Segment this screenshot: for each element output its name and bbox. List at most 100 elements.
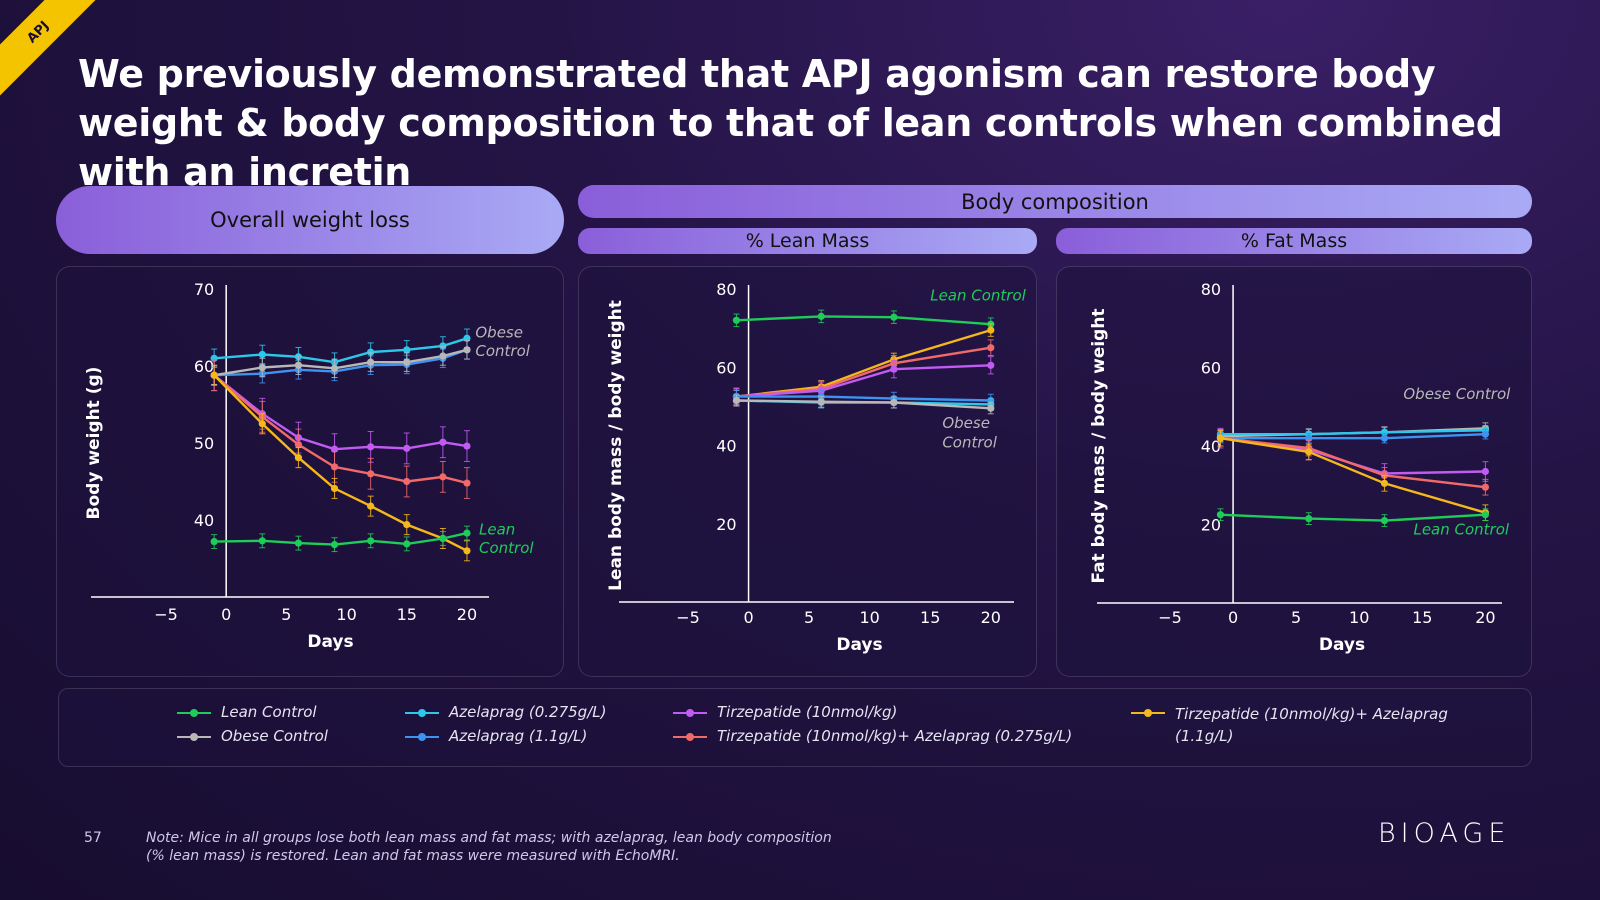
data-point	[403, 358, 411, 366]
slide-title: We previously demonstrated that APJ agon…	[78, 52, 1503, 194]
data-point	[987, 361, 995, 369]
y-tick-label: 50	[194, 434, 214, 453]
data-point	[367, 502, 375, 510]
y-tick-label: 60	[194, 357, 214, 376]
x-axis-title: Days	[1319, 635, 1365, 655]
series-line	[214, 531, 468, 546]
x-tick-label: 5	[804, 608, 814, 627]
data-point	[294, 539, 303, 547]
series-lean-control	[210, 525, 471, 553]
data-point	[1305, 515, 1313, 523]
legend-label: Tirzepatide (10nmol/kg)+ Azelaprag (0.27…	[717, 727, 1073, 745]
data-point	[403, 346, 411, 354]
x-tick-label: 15	[397, 605, 417, 624]
data-point	[987, 344, 995, 352]
y-tick-label: 40	[1201, 437, 1221, 456]
data-point	[1216, 434, 1225, 442]
data-point	[330, 484, 339, 493]
series-line	[213, 374, 468, 451]
x-tick-label: 20	[1475, 608, 1495, 627]
y-axis-title: Body weight (g)	[84, 367, 104, 520]
data-point	[294, 440, 303, 449]
header-overall-label: Overall weight loss	[210, 208, 410, 232]
legend-label: Lean Control	[221, 703, 317, 721]
annotation-label: Control	[475, 342, 530, 360]
series-tirz-azela-high	[210, 364, 471, 562]
legend-item-lean-control: Lean Control	[177, 703, 317, 721]
data-point	[1380, 434, 1389, 442]
header-fat-label: % Fat Mass	[1240, 230, 1348, 252]
series-azela-low	[1216, 425, 1489, 440]
series-line	[1220, 433, 1486, 440]
data-point	[1305, 448, 1313, 456]
data-point	[294, 361, 303, 369]
data-point	[330, 445, 339, 453]
x-tick-label: 10	[1349, 608, 1369, 627]
y-axis-title: Lean body mass / body weight	[606, 300, 626, 591]
x-tick-label: −5	[676, 608, 700, 627]
series-line	[736, 346, 991, 398]
data-point	[817, 312, 825, 320]
legend-item-tirzepatide-azelaprag-low: Tirzepatide (10nmol/kg)+ Azelaprag (0.27…	[673, 727, 1072, 745]
header-lean-label: % Lean Mass	[745, 230, 870, 252]
header-lean-mass: % Lean Mass	[578, 228, 1037, 254]
data-point	[330, 541, 339, 549]
y-tick-label: 80	[1201, 280, 1221, 299]
legend-label: Tirzepatide (10nmol/kg)+ Azelaprag (1.1g…	[1175, 705, 1448, 745]
footnote: Note: Mice in all groups lose both lean …	[146, 830, 832, 864]
annotation-label: Lean Control	[930, 287, 1026, 305]
series-azela-low	[210, 328, 471, 372]
legend-swatch	[1131, 706, 1165, 720]
header-body-comp-label: Body composition	[961, 189, 1149, 214]
chart-body-weight: −5 0 5 10 15 20 40 50 60 70 Days Body weight (g) Obe…	[84, 280, 534, 652]
legend-item-azelaprag-high: Azelaprag (1.1g/L)	[405, 727, 587, 745]
data-point	[367, 358, 375, 366]
data-point	[1481, 511, 1489, 519]
data-point	[463, 442, 471, 450]
series-obese-control	[732, 394, 995, 415]
series-obese-control	[210, 340, 471, 385]
annotation-label: Obese	[475, 324, 523, 342]
series-line	[214, 348, 468, 377]
data-point	[210, 371, 218, 379]
data-point	[1380, 479, 1389, 487]
panel-lean: −5 0 5 10 15 20 20 40 60 80 Days Lean body mass / b…	[578, 266, 1037, 677]
data-point	[987, 326, 995, 334]
y-tick-label: 60	[1201, 359, 1221, 378]
data-point	[258, 420, 266, 428]
data-point	[258, 363, 266, 372]
series-line	[736, 399, 991, 410]
x-tick-label: −5	[154, 605, 178, 624]
panel-fat: −5 0 5 10 15 20 20 40 60 80 Days Fat body mass / bo…	[1056, 266, 1532, 677]
series-line	[1220, 437, 1486, 489]
data-point	[732, 316, 741, 324]
x-tick-label: 5	[281, 605, 291, 624]
series-line	[1220, 513, 1486, 522]
x-tick-label: 0	[1228, 608, 1238, 627]
y-tick-label: 60	[716, 358, 736, 377]
legend-item-azelaprag-low: Azelaprag (0.275g/L)	[405, 703, 606, 721]
annotation-label: Obese	[942, 414, 990, 432]
series-line	[214, 348, 468, 377]
data-point	[463, 529, 471, 537]
data-point	[439, 473, 447, 481]
legend: Lean Control Obese Control Azelaprag (0.…	[58, 688, 1532, 767]
data-point	[890, 365, 898, 373]
x-tick-label: 15	[920, 608, 940, 627]
data-point	[463, 547, 471, 555]
data-point	[1380, 428, 1389, 436]
data-point	[367, 348, 375, 356]
header-overall-weight-loss: Overall weight loss	[56, 186, 564, 254]
panel-weight: −5 0 5 10 15 20 40 50 60 70 Days Body weight (g) Obe…	[56, 266, 564, 677]
series-line	[736, 328, 992, 398]
y-tick-label: 40	[716, 437, 736, 456]
series-line	[1220, 437, 1486, 514]
series-tirz-azela-low	[210, 359, 471, 499]
x-tick-label: 0	[221, 605, 231, 624]
data-point	[403, 521, 411, 529]
data-point	[1481, 483, 1489, 491]
series-line	[736, 364, 991, 398]
data-point	[367, 537, 375, 545]
x-tick-label: 5	[1291, 608, 1301, 627]
series-line	[736, 395, 991, 402]
